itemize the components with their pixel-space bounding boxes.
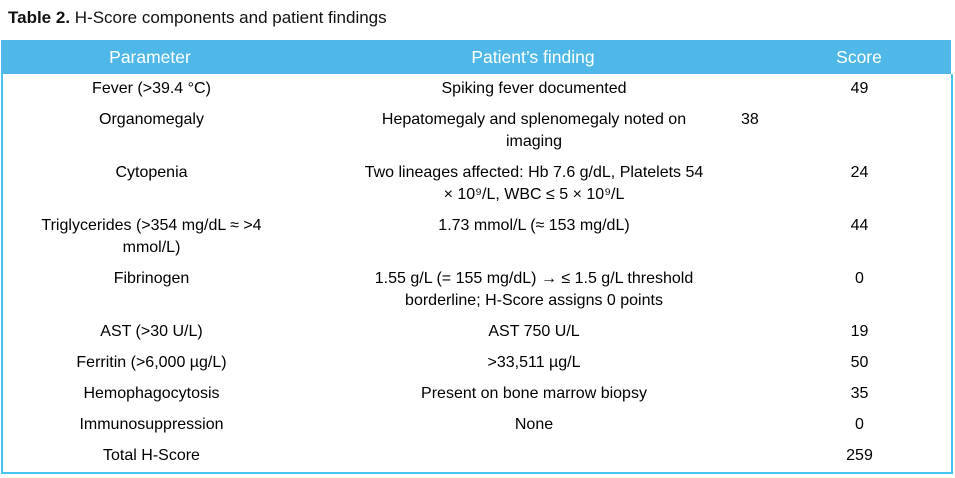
header-score: Score: [836, 46, 882, 67]
finding-cell: Spiking fever documented: [441, 80, 627, 97]
finding-cell: Two lineages affected: Hb 7.6 g/dL, Plat…: [364, 164, 704, 203]
parameter-cell: Organomegaly: [99, 111, 204, 128]
table-caption-title: H-Score components and patient findings: [74, 8, 387, 27]
score-cell: 19: [850, 323, 869, 340]
table-row: Immunosuppression None 0: [2, 410, 952, 441]
table-row: Organomegaly Hepatomegaly and splenomegal…: [2, 105, 952, 158]
header-parameter: Parameter: [109, 46, 191, 67]
score-cell: 50: [850, 354, 869, 371]
parameter-cell: Immunosuppression: [79, 416, 224, 433]
score-cell: 0: [855, 416, 864, 433]
table-caption-label: Table 2.: [8, 8, 71, 27]
parameter-cell: Triglycerides (>354 mg/dL ≈ >4 mmol/L): [41, 217, 262, 256]
table-body: Fever (>39.4 °C) Spiking fever documented…: [2, 74, 952, 473]
score-cell: 38: [741, 111, 759, 128]
finding-cell: None: [514, 416, 554, 433]
score-cell: 24: [850, 164, 869, 181]
parameter-cell: Ferritin (>6,000 µg/L): [76, 354, 227, 371]
parameter-cell: Hemophagocytosis: [83, 385, 220, 402]
parameter-cell: Cytopenia: [115, 164, 188, 181]
table-row: Total H-Score 259: [2, 441, 952, 473]
score-cell: 0: [855, 270, 864, 287]
parameter-cell: AST (>30 U/L): [100, 323, 203, 340]
finding-cell: 1.73 mmol/L (≈ 153 mg/dL): [438, 217, 630, 234]
table-header-row: Parameter Patient’s finding Score: [1, 40, 951, 74]
table-caption: Table 2. H-Score components and patient …: [8, 7, 955, 29]
table-row: Triglycerides (>354 mg/dL ≈ >4 mmol/L) 1.…: [2, 211, 952, 264]
finding-cell: Present on bone marrow biopsy: [421, 385, 647, 402]
parameter-cell: Total H-Score: [103, 447, 200, 464]
finding-cell: 1.55 g/L (= 155 mg/dL) → ≤ 1.5 g/L thres…: [374, 270, 694, 309]
score-cell: 49: [850, 80, 869, 97]
table-row: Cytopenia Two lineages affected: Hb 7.6 g…: [2, 158, 952, 211]
table-row: AST (>30 U/L) AST 750 U/L 19: [2, 317, 952, 348]
score-cell: 35: [850, 385, 869, 402]
table-body-grid: Fever (>39.4 °C) Spiking fever documented…: [1, 74, 953, 474]
parameter-cell: Fibrinogen: [113, 270, 190, 287]
header-patients-finding: Patient’s finding: [471, 46, 595, 67]
finding-cell: >33,511 µg/L: [487, 354, 581, 371]
table-row: Hemophagocytosis Present on bone marrow b…: [2, 379, 952, 410]
finding-cell: AST 750 U/L: [488, 323, 580, 340]
table-row: Fibrinogen 1.55 g/L (= 155 mg/dL) → ≤ 1.5…: [2, 264, 952, 317]
score-cell: 259: [846, 447, 873, 464]
table-row: Ferritin (>6,000 µg/L) >33,511 µg/L 50: [2, 348, 952, 379]
table-row: Fever (>39.4 °C) Spiking fever documented…: [2, 74, 952, 105]
score-cell: 44: [850, 217, 869, 234]
finding-cell: Hepatomegaly and splenomegaly noted on i…: [381, 111, 687, 150]
parameter-cell: Fever (>39.4 °C): [92, 80, 211, 97]
finding-cell: [300, 441, 768, 473]
hscore-table: Parameter Patient’s finding Score Fever …: [1, 40, 953, 474]
